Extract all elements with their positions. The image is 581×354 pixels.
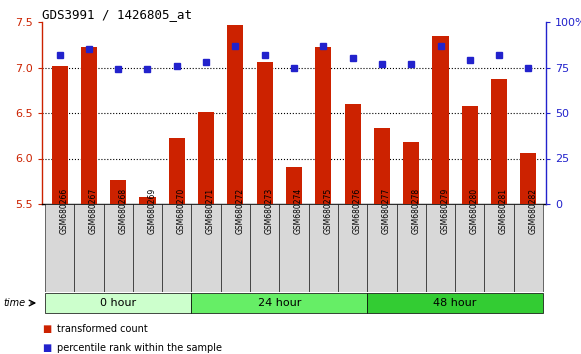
Text: GSM680268: GSM680268 [118,188,127,234]
Bar [74,204,103,292]
Bar [221,204,250,292]
Text: GSM680274: GSM680274 [294,188,303,234]
Bar [192,293,367,313]
Bar [133,204,162,292]
Text: GSM680279: GSM680279 [440,188,450,234]
Text: GSM680281: GSM680281 [499,188,508,234]
Text: GSM680271: GSM680271 [206,188,215,234]
Bar [432,36,449,204]
Bar [279,204,309,292]
Bar [485,204,514,292]
Bar [367,204,397,292]
Bar [45,293,192,313]
Text: transformed count: transformed count [56,324,147,334]
Text: GSM680280: GSM680280 [470,188,479,234]
Text: GSM680273: GSM680273 [265,188,274,234]
Bar [168,138,185,204]
Bar [491,79,507,204]
Bar [52,66,67,204]
Text: GDS3991 / 1426805_at: GDS3991 / 1426805_at [42,8,192,21]
Bar [397,204,426,292]
Text: GSM680269: GSM680269 [148,188,156,234]
Bar [45,204,74,292]
Text: GSM680266: GSM680266 [60,188,69,234]
Text: GSM680277: GSM680277 [382,188,391,234]
Bar [250,204,279,292]
Text: 0 hour: 0 hour [100,298,137,308]
Bar [426,204,455,292]
Bar [403,142,419,204]
Text: GSM680267: GSM680267 [89,188,98,234]
Text: 24 hour: 24 hour [257,298,301,308]
Bar [198,112,214,204]
Bar [309,204,338,292]
Text: GSM680275: GSM680275 [323,188,332,234]
Text: ■: ■ [42,324,51,334]
Bar [139,197,156,204]
Bar [455,204,485,292]
Bar [110,180,126,204]
Bar [514,204,543,292]
Bar [103,204,133,292]
Bar [315,47,331,204]
Bar [367,293,543,313]
Text: GSM680276: GSM680276 [353,188,361,234]
Text: GSM680278: GSM680278 [411,188,420,234]
Text: GSM680272: GSM680272 [235,188,245,234]
Text: ■: ■ [42,343,51,353]
Bar [462,106,478,204]
Bar [345,104,361,204]
Bar [162,204,192,292]
Bar [374,129,390,204]
Text: time: time [3,298,25,308]
Text: 48 hour: 48 hour [433,298,477,308]
Bar [338,204,367,292]
Bar [257,62,272,204]
Bar [286,167,302,204]
Text: GSM680270: GSM680270 [177,188,186,234]
Bar [227,25,243,204]
Bar [81,47,97,204]
Bar [192,204,221,292]
Text: GSM680282: GSM680282 [528,188,537,234]
Text: percentile rank within the sample: percentile rank within the sample [56,343,221,353]
Bar [521,153,536,204]
